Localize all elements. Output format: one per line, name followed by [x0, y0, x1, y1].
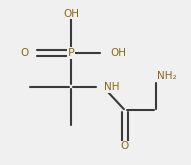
Text: O: O [20, 48, 28, 58]
Text: OH: OH [63, 9, 79, 19]
Text: NH: NH [104, 82, 120, 92]
Text: OH: OH [110, 48, 126, 58]
Text: O: O [121, 141, 129, 151]
Text: NH₂: NH₂ [157, 71, 176, 81]
Text: P: P [68, 48, 74, 58]
